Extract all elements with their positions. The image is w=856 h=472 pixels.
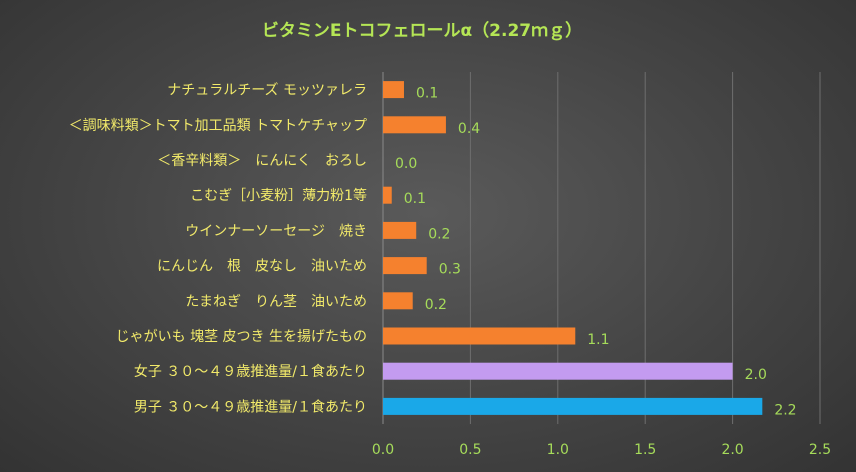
- data-labels: 0.1 0.4 0.0 0.1 0.2 0.3 0.2 1.1 2.0 2.2: [395, 86, 797, 419]
- x-tick-label: 1.5: [634, 442, 656, 458]
- category-label: ナチュラルチーズ モッツァレラ: [167, 83, 367, 99]
- chart-title: ビタミンEトコフェロールα（2.27ｍｇ）: [262, 20, 582, 41]
- data-label: 1.1: [587, 332, 609, 348]
- category-label: じゃがいも 塊茎 皮つき 生を揚げたもの: [116, 328, 367, 345]
- category-label: ＜調味料類＞トマト加工品類 トマトケチャップ: [69, 118, 367, 134]
- bar: [383, 221, 417, 239]
- x-tick-label: 2.5: [809, 442, 831, 458]
- x-tick-label: 2.0: [721, 442, 743, 458]
- bar: [383, 327, 576, 345]
- category-label: ウインナーソーセージ 焼き: [185, 223, 367, 239]
- x-tick-label: 1.0: [547, 442, 569, 458]
- data-label: 0.0: [395, 156, 417, 172]
- category-label: 女子 ３０～４９歳推進量/１食あたり: [134, 363, 367, 380]
- x-tick-label: 0.0: [372, 442, 394, 458]
- x-tick-label: 0.5: [459, 442, 481, 458]
- bar: [383, 292, 413, 310]
- data-label: 0.3: [439, 262, 461, 278]
- bar: [383, 186, 392, 204]
- category-label: にんじん 根 皮なし 油いため: [157, 259, 367, 275]
- bar: [383, 257, 427, 275]
- category-label: こむぎ［小麦粉］薄力粉1等: [190, 187, 367, 204]
- category-label: たまねぎ りん茎 油いため: [185, 294, 367, 310]
- bar: [383, 397, 763, 415]
- data-label: 0.4: [458, 121, 480, 137]
- bars-layer: [383, 81, 763, 415]
- data-label: 0.1: [404, 191, 426, 207]
- data-label: 0.1: [416, 86, 438, 102]
- data-label: 2.0: [745, 367, 767, 383]
- x-tick-labels: 0.0 0.5 1.0 1.5 2.0 2.5: [372, 442, 831, 458]
- data-label: 0.2: [428, 226, 450, 242]
- category-label: 男子 ３０～４９歳推進量/１食あたり: [134, 398, 367, 415]
- data-label: 0.2: [425, 297, 447, 313]
- bar: [383, 116, 446, 134]
- category-label: ＜香辛料類＞ にんにく おろし: [157, 153, 367, 169]
- category-labels: ナチュラルチーズ モッツァレラ ＜調味料類＞トマト加工品類 トマトケチャップ ＜香辛…: [69, 83, 367, 416]
- data-label: 2.2: [774, 402, 796, 418]
- bar: [383, 362, 733, 380]
- bar: [383, 81, 404, 99]
